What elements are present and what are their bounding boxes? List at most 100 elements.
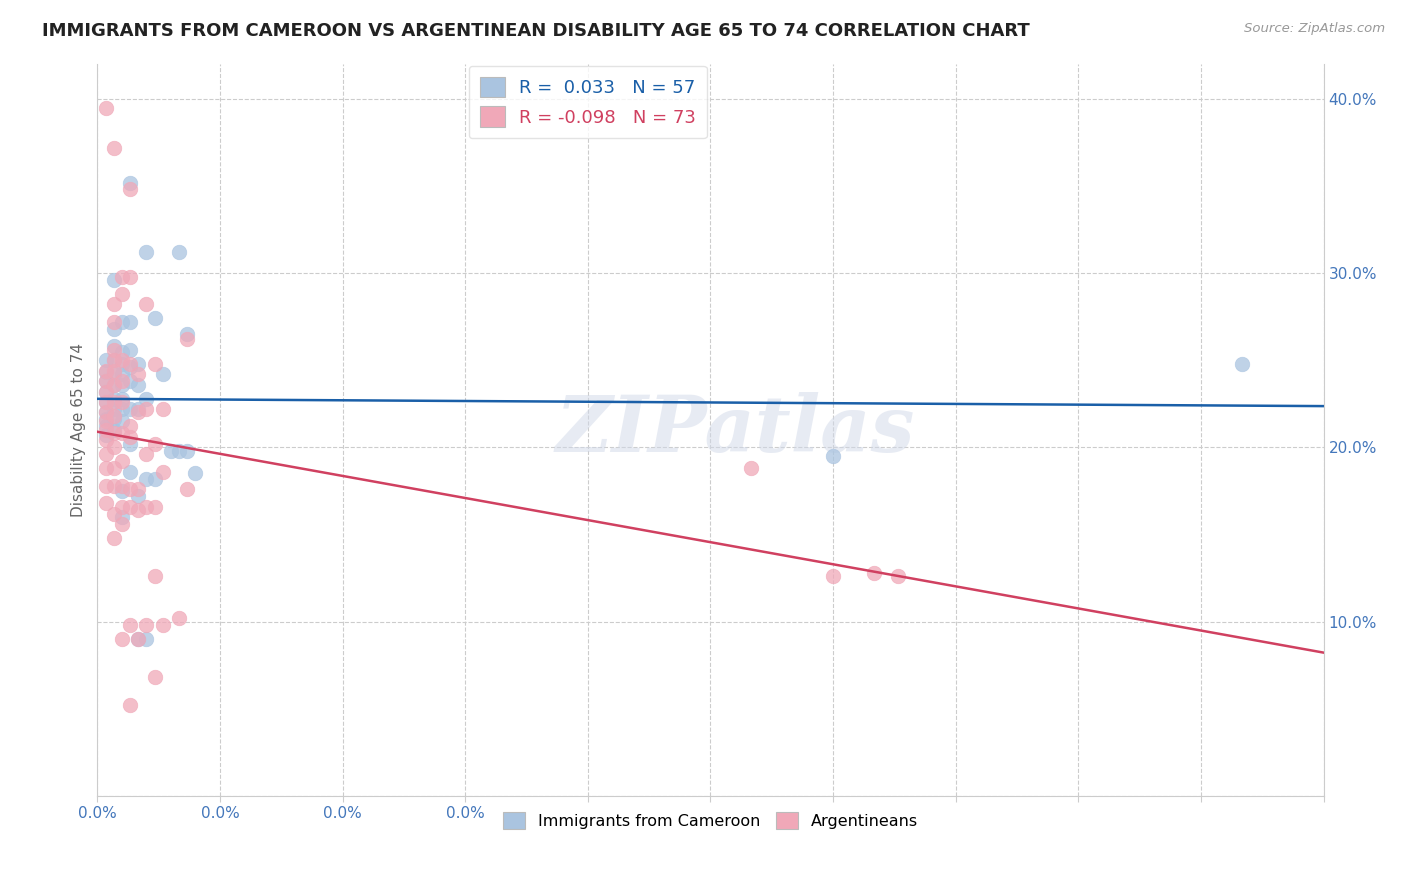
Point: [103, 339, 125, 353]
Point: [111, 478, 134, 492]
Point: [118, 465, 141, 479]
Point: [152, 465, 174, 479]
Point: [118, 698, 141, 713]
Point: [103, 409, 125, 423]
Point: [94, 496, 117, 510]
Point: [118, 500, 141, 514]
Point: [111, 367, 134, 381]
Point: [94, 461, 117, 475]
Point: [135, 632, 157, 646]
Point: [94, 101, 117, 115]
Point: [103, 402, 125, 417]
Point: [143, 357, 166, 371]
Point: [94, 384, 117, 399]
Point: [127, 357, 149, 371]
Text: ZIPatlas: ZIPatlas: [555, 392, 915, 468]
Point: [118, 343, 141, 357]
Point: [111, 344, 134, 359]
Point: [135, 402, 157, 417]
Point: [103, 364, 125, 378]
Point: [127, 489, 149, 503]
Point: [94, 366, 117, 380]
Point: [103, 377, 125, 392]
Point: [143, 437, 166, 451]
Point: [103, 426, 125, 441]
Point: [103, 377, 125, 392]
Point: [118, 176, 141, 190]
Point: [103, 531, 125, 545]
Point: [176, 482, 198, 496]
Point: [118, 357, 141, 371]
Point: [127, 503, 149, 517]
Point: [111, 377, 134, 392]
Point: [94, 395, 117, 409]
Point: [176, 443, 198, 458]
Point: [167, 245, 190, 260]
Point: [863, 566, 886, 580]
Point: [823, 449, 845, 463]
Point: [127, 632, 149, 646]
Point: [152, 402, 174, 417]
Legend: Immigrants from Cameroon, Argentineans: Immigrants from Cameroon, Argentineans: [496, 806, 925, 835]
Point: [111, 414, 134, 428]
Point: [167, 611, 190, 625]
Point: [118, 430, 141, 444]
Point: [167, 443, 190, 458]
Point: [111, 510, 134, 524]
Point: [823, 569, 845, 583]
Point: [111, 392, 134, 406]
Point: [176, 332, 198, 346]
Point: [111, 632, 134, 646]
Point: [94, 412, 117, 426]
Point: [94, 428, 117, 442]
Text: IMMIGRANTS FROM CAMEROON VS ARGENTINEAN DISABILITY AGE 65 TO 74 CORRELATION CHAR: IMMIGRANTS FROM CAMEROON VS ARGENTINEAN …: [42, 22, 1031, 40]
Point: [103, 507, 125, 521]
Point: [111, 500, 134, 514]
Point: [103, 367, 125, 381]
Point: [94, 395, 117, 409]
Point: [103, 478, 125, 492]
Point: [111, 483, 134, 498]
Point: [94, 374, 117, 388]
Point: [94, 374, 117, 388]
Point: [103, 353, 125, 368]
Point: [103, 343, 125, 357]
Point: [135, 500, 157, 514]
Point: [94, 364, 117, 378]
Point: [111, 395, 134, 409]
Point: [103, 392, 125, 406]
Point: [143, 311, 166, 326]
Point: [127, 632, 149, 646]
Point: [94, 405, 117, 419]
Point: [135, 245, 157, 260]
Point: [127, 367, 149, 381]
Point: [127, 402, 149, 417]
Point: [1230, 357, 1253, 371]
Point: [111, 353, 134, 368]
Point: [127, 377, 149, 392]
Point: [103, 395, 125, 409]
Point: [111, 402, 134, 417]
Point: [740, 461, 762, 475]
Point: [143, 670, 166, 684]
Point: [94, 384, 117, 399]
Point: [111, 374, 134, 388]
Point: [135, 392, 157, 406]
Point: [103, 412, 125, 426]
Point: [111, 426, 134, 441]
Point: [184, 467, 207, 481]
Point: [94, 419, 117, 434]
Point: [118, 618, 141, 632]
Point: [111, 269, 134, 284]
Point: [94, 423, 117, 437]
Point: [103, 141, 125, 155]
Point: [103, 353, 125, 368]
Point: [94, 434, 117, 448]
Point: [103, 461, 125, 475]
Point: [111, 287, 134, 301]
Point: [118, 374, 141, 388]
Y-axis label: Disability Age 65 to 74: Disability Age 65 to 74: [72, 343, 86, 516]
Point: [111, 516, 134, 531]
Point: [111, 454, 134, 468]
Point: [143, 500, 166, 514]
